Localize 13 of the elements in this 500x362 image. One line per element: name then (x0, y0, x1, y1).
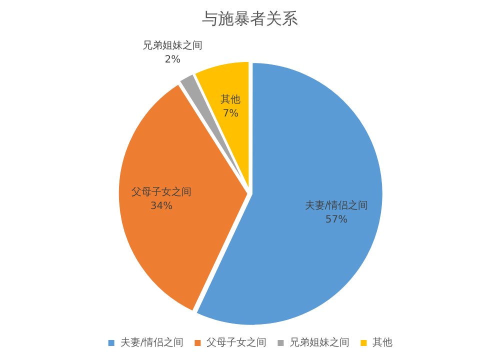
slice-label: 兄弟姐妹之间 (142, 40, 203, 52)
legend-label: 兄弟姐妹之间 (290, 336, 350, 349)
data-label: 57% (325, 214, 348, 226)
legend-label: 其他 (372, 336, 393, 349)
data-label: 2% (164, 54, 181, 66)
chart-title: 与施暴者关系 (202, 8, 298, 28)
data-label: 34% (150, 200, 173, 212)
legend-label: 夫妻/情侣之间 (120, 336, 184, 349)
legend-label: 父母子女之间 (206, 336, 267, 349)
slice-label: 父母子女之间 (132, 186, 192, 198)
slice-label: 其他 (220, 94, 241, 106)
data-label: 7% (222, 108, 239, 120)
slice-label: 夫妻/情侣之间 (304, 200, 368, 212)
